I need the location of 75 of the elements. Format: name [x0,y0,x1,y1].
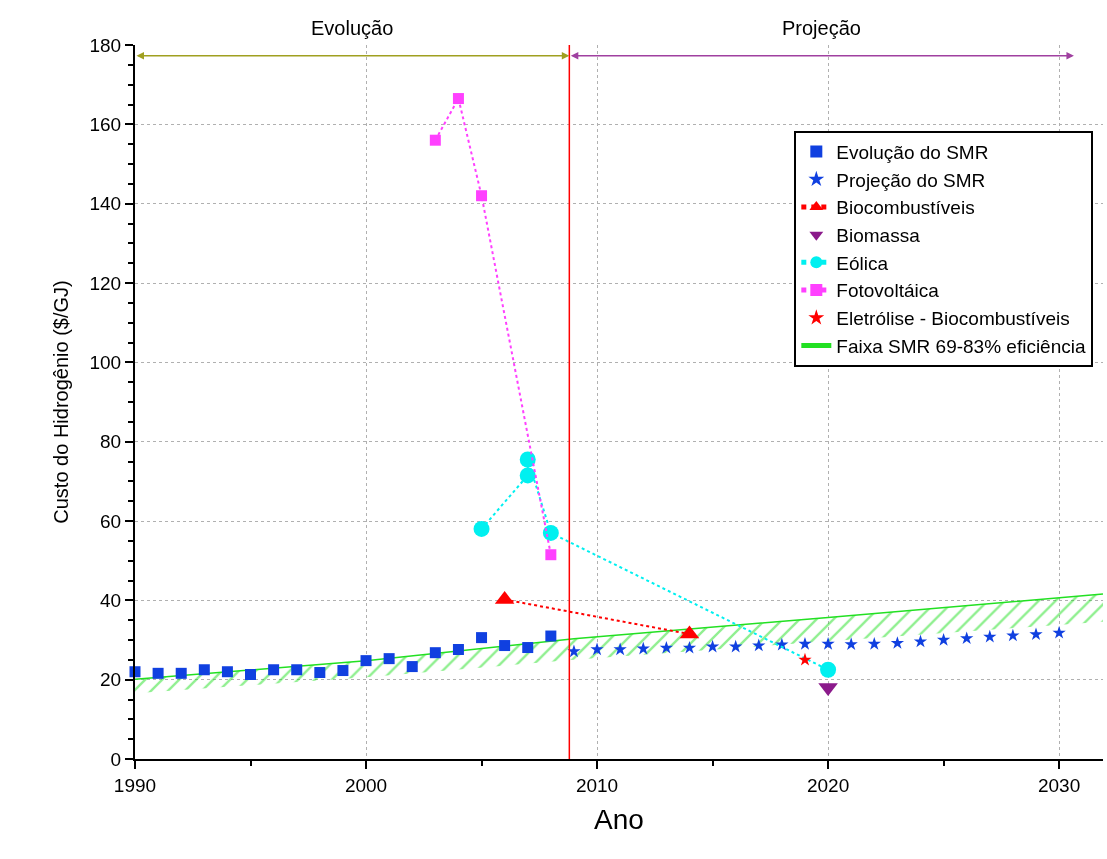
point [542,524,559,541]
point [983,629,997,643]
point [936,633,951,646]
y-tick-label: 0 [110,748,122,770]
point [337,665,349,677]
legend-label: Eletrólise - Biocombustíveis [836,308,1070,330]
point [545,630,557,642]
point [659,640,674,654]
point [545,549,557,561]
point [1006,628,1020,642]
point [913,634,928,648]
point [682,640,697,654]
point [476,190,488,202]
point [613,642,627,656]
point [152,667,164,679]
legend-label: Evolução do SMR [836,141,989,163]
point [221,666,233,678]
point [383,653,395,665]
y-tick-label: 80 [100,431,122,453]
point [476,632,488,644]
x-tick-label: 1990 [113,774,157,796]
legend-label: Faixa SMR 69-83% eficiência [836,335,1086,357]
point [960,631,974,645]
point [499,640,511,652]
y-tick-label: 140 [89,193,122,215]
y-tick-label: 120 [89,272,122,294]
legend-label: Fotovoltáica [836,280,940,302]
point [268,664,280,676]
point [175,667,187,679]
point [452,93,464,105]
x-tick-label: 2020 [806,774,850,796]
point [798,652,812,666]
point [1029,627,1043,641]
text: Projeção [782,17,861,39]
point [821,636,835,650]
point [473,520,490,537]
point [729,639,743,653]
y-tick-label: 160 [89,113,122,135]
point [752,638,766,652]
point [1052,625,1066,639]
legend-label: Eólica [836,252,889,274]
point [522,642,534,654]
point [245,669,257,681]
point [567,644,581,658]
point [519,467,536,484]
text: Evolução [311,17,394,39]
x-axis-title: Ano [594,804,644,836]
point [429,647,441,659]
point [820,661,837,678]
point [429,134,441,146]
point [452,644,464,656]
point [705,639,720,653]
point [590,642,604,656]
point [844,637,858,651]
point [198,664,210,676]
y-tick-label: 60 [100,510,122,532]
point [890,636,905,649]
legend-label: Biocombustíveis [836,197,975,219]
point [314,667,326,679]
x-tick-label: 2010 [575,774,619,796]
x-tick-label: 2030 [1037,774,1081,796]
point [636,641,650,655]
x-tick-label: 2000 [344,774,388,796]
y-tick-label: 180 [89,34,122,56]
legend-label: Biomassa [836,225,921,247]
point [798,636,812,650]
point [867,636,881,650]
point [406,661,418,673]
y-tick-label: 40 [100,589,122,611]
legend-label: Projeção do SMR [836,169,986,191]
point [360,655,372,667]
y-tick-label: 20 [100,669,122,691]
point [291,664,303,676]
y-tick-label: 100 [89,351,122,373]
y-axis-title: Custo do Hidrogênio ($/GJ) [50,280,73,524]
